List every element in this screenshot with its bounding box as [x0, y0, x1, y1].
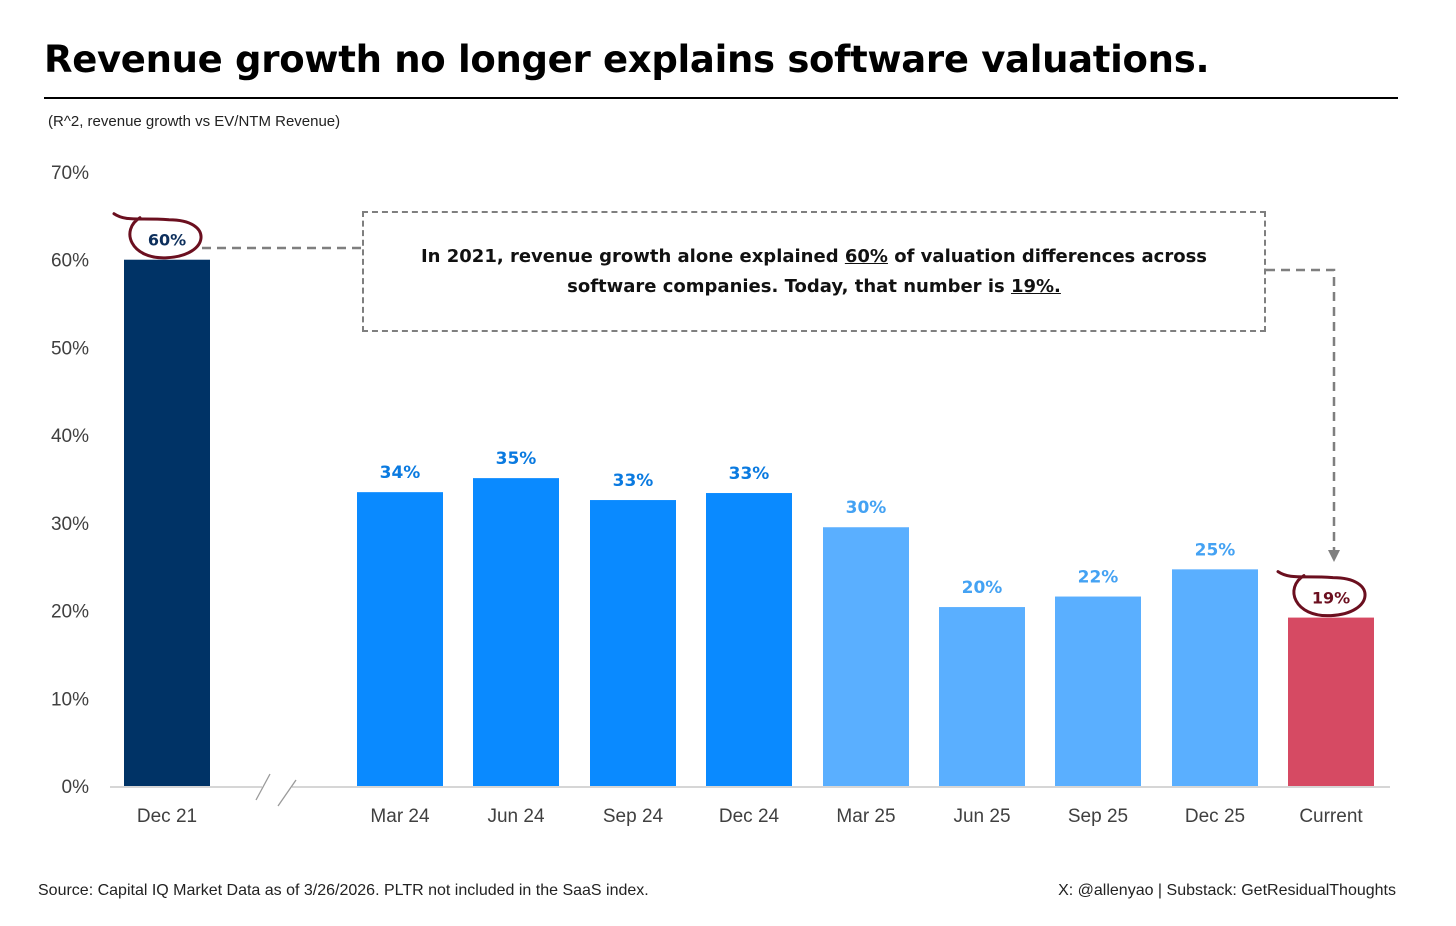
axis-break-mark [277, 779, 297, 807]
data-label: 25% [1195, 540, 1236, 560]
y-tick-label: 20% [51, 602, 89, 623]
y-tick-label: 50% [51, 338, 89, 359]
bar [1172, 569, 1258, 786]
y-tick-label: 70% [51, 163, 89, 184]
x-tick-label: Dec 25 [1185, 806, 1245, 827]
y-tick-label: 30% [51, 514, 89, 535]
author-credit: X: @allenyao | Substack: GetResidualThou… [1058, 882, 1396, 899]
chart-title: Revenue growth no longer explains softwa… [44, 38, 1210, 81]
y-tick-label: 40% [51, 426, 89, 447]
data-label: 33% [729, 464, 770, 484]
x-tick-label: Sep 25 [1068, 806, 1128, 827]
x-tick-label: Current [1299, 806, 1363, 827]
hand-drawn-circle [1276, 570, 1367, 618]
callout-highlight-60: 60% [844, 245, 888, 267]
data-label: 22% [1078, 568, 1119, 588]
x-tick-label: Mar 24 [370, 806, 430, 827]
bar [590, 500, 676, 786]
callout-part2: of valuation differences across software… [567, 245, 1208, 297]
bar [939, 607, 1025, 786]
data-label: 30% [846, 498, 887, 518]
y-tick-label: 60% [51, 251, 89, 272]
source-note: Source: Capital IQ Market Data as of 3/2… [38, 882, 649, 899]
x-tick-label: Jun 25 [953, 806, 1010, 827]
connector-arrowhead [1328, 550, 1340, 562]
data-label: 60% [148, 231, 186, 250]
x-tick-label: Dec 21 [137, 806, 197, 827]
title-rule [44, 97, 1398, 99]
bar [1055, 596, 1141, 786]
bar [1288, 617, 1374, 786]
y-tick-label: 10% [51, 689, 89, 710]
y-tick-label: 0% [62, 777, 90, 798]
x-tick-label: Dec 24 [719, 806, 780, 827]
bar [357, 492, 443, 786]
bar [706, 493, 792, 786]
data-label: 34% [380, 463, 421, 483]
connector-right [1266, 268, 1336, 550]
data-label: 33% [613, 471, 654, 491]
data-label: 20% [962, 578, 1003, 598]
bar [124, 259, 210, 786]
hand-drawn-circle [112, 212, 203, 260]
x-tick-label: Jun 24 [487, 806, 544, 827]
callout-highlight-19: 19%. [1010, 275, 1061, 297]
callout-box: In 2021, revenue growth alone explained … [362, 211, 1266, 332]
bar [823, 527, 909, 786]
axis-break-mark [255, 773, 271, 801]
chart-subtitle: (R^2, revenue growth vs EV/NTM Revenue) [48, 113, 341, 130]
x-tick-label: Sep 24 [603, 806, 664, 827]
callout-text: In 2021, revenue growth alone explained … [414, 242, 1214, 302]
data-label: 19% [1312, 589, 1350, 608]
callout-part1: In 2021, revenue growth alone explained [420, 245, 845, 267]
data-label: 35% [496, 449, 537, 469]
x-tick-label: Mar 25 [836, 806, 895, 827]
bar [473, 478, 559, 786]
